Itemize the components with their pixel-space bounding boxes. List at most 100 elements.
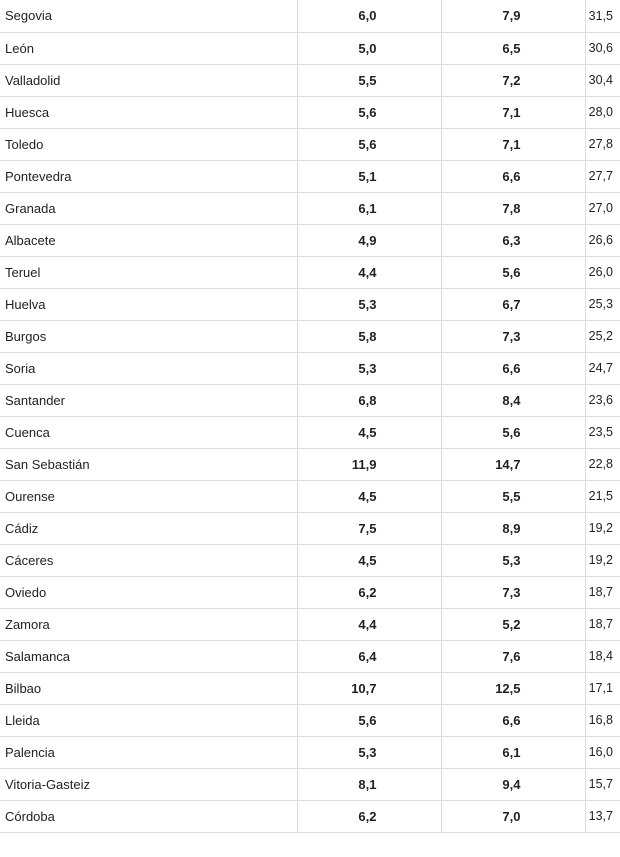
value-col-3: 8,9 [440,512,585,545]
value-col-4: 26,0 [584,256,620,289]
city-name: Albacete [0,224,297,257]
city-name: Toledo [0,128,297,161]
table-row: Córdoba 6,2 7,0 13,7 [0,800,620,833]
value-col-2: 5,6 [296,96,441,129]
value-col-4: 22,8 [584,448,620,481]
city-name: Burgos [0,320,297,353]
value-col-3: 7,8 [440,192,585,225]
city-name: Huelva [0,288,297,321]
value-col-3: 6,3 [440,224,585,257]
value-col-2: 4,4 [296,608,441,641]
value-col-3: 6,6 [440,704,585,737]
value-col-2: 6,8 [296,384,441,417]
table-row: Vitoria-Gasteiz 8,1 9,4 15,7 [0,768,620,801]
value-col-3: 5,6 [440,256,585,289]
city-name: Cáceres [0,544,297,577]
value-col-2: 4,5 [296,544,441,577]
value-col-4: 21,5 [584,480,620,513]
table-row: Pontevedra 5,1 6,6 27,7 [0,160,620,193]
value-col-4: 25,2 [584,320,620,353]
city-name: Zamora [0,608,297,641]
value-col-2: 6,2 [296,800,441,833]
city-name: San Sebastián [0,448,297,481]
value-col-4: 30,6 [584,32,620,65]
value-col-2: 8,1 [296,768,441,801]
value-col-4: 23,6 [584,384,620,417]
table-row: Segovia 6,0 7,9 31,5 [0,0,620,33]
table-row: León 5,0 6,5 30,6 [0,32,620,65]
value-col-4: 26,6 [584,224,620,257]
city-name: Lleida [0,704,297,737]
value-col-3: 5,2 [440,608,585,641]
value-col-2: 10,7 [296,672,441,705]
value-col-2: 5,3 [296,352,441,385]
value-col-4: 18,4 [584,640,620,673]
table-row: Lleida 5,6 6,6 16,8 [0,704,620,737]
city-name: Granada [0,192,297,225]
value-col-2: 6,1 [296,192,441,225]
city-name: Pontevedra [0,160,297,193]
value-col-4: 19,2 [584,512,620,545]
value-col-3: 7,1 [440,96,585,129]
value-col-3: 8,4 [440,384,585,417]
city-name: Vitoria-Gasteiz [0,768,297,801]
city-name: Valladolid [0,64,297,97]
value-col-4: 13,7 [584,800,620,833]
value-col-3: 7,1 [440,128,585,161]
value-col-2: 5,0 [296,32,441,65]
value-col-3: 7,3 [440,576,585,609]
value-col-2: 4,9 [296,224,441,257]
table-row: Burgos 5,8 7,3 25,2 [0,320,620,353]
value-col-4: 24,7 [584,352,620,385]
value-col-2: 6,4 [296,640,441,673]
value-col-3: 5,6 [440,416,585,449]
value-col-3: 12,5 [440,672,585,705]
value-col-3: 7,0 [440,800,585,833]
value-col-3: 7,6 [440,640,585,673]
city-name: Soria [0,352,297,385]
value-col-4: 16,0 [584,736,620,769]
value-col-4: 17,1 [584,672,620,705]
data-table: Segovia 6,0 7,9 31,5 León 5,0 6,5 30,6 Valladoli… [0,0,620,833]
value-col-2: 5,3 [296,736,441,769]
value-col-3: 5,5 [440,480,585,513]
city-name: Cuenca [0,416,297,449]
table-row: Cáceres 4,5 5,3 19,2 [0,544,620,577]
table-row: Oviedo 6,2 7,3 18,7 [0,576,620,609]
value-col-3: 7,3 [440,320,585,353]
value-col-4: 28,0 [584,96,620,129]
value-col-2: 4,4 [296,256,441,289]
value-col-2: 5,3 [296,288,441,321]
table-row: Soria 5,3 6,6 24,7 [0,352,620,385]
city-name: Cádiz [0,512,297,545]
value-col-4: 27,7 [584,160,620,193]
table-row: Santander 6,8 8,4 23,6 [0,384,620,417]
value-col-4: 25,3 [584,288,620,321]
value-col-2: 4,5 [296,480,441,513]
table-row: Zamora 4,4 5,2 18,7 [0,608,620,641]
value-col-4: 16,8 [584,704,620,737]
value-col-3: 6,6 [440,352,585,385]
value-col-4: 23,5 [584,416,620,449]
value-col-3: 7,2 [440,64,585,97]
table-row: Huelva 5,3 6,7 25,3 [0,288,620,321]
value-col-2: 5,5 [296,64,441,97]
city-name: Oviedo [0,576,297,609]
table-row: Valladolid 5,5 7,2 30,4 [0,64,620,97]
value-col-2: 5,1 [296,160,441,193]
value-col-4: 15,7 [584,768,620,801]
value-col-2: 5,8 [296,320,441,353]
table-row: Palencia 5,3 6,1 16,0 [0,736,620,769]
city-name: Salamanca [0,640,297,673]
value-col-4: 31,5 [584,0,620,33]
value-col-4: 18,7 [584,576,620,609]
table-row: Salamanca 6,4 7,6 18,4 [0,640,620,673]
value-col-2: 5,6 [296,128,441,161]
value-col-2: 4,5 [296,416,441,449]
table-row: Albacete 4,9 6,3 26,6 [0,224,620,257]
value-col-3: 6,5 [440,32,585,65]
table-row: Bilbao 10,7 12,5 17,1 [0,672,620,705]
table-row: Teruel 4,4 5,6 26,0 [0,256,620,289]
value-col-3: 7,9 [440,0,585,33]
value-col-2: 6,2 [296,576,441,609]
